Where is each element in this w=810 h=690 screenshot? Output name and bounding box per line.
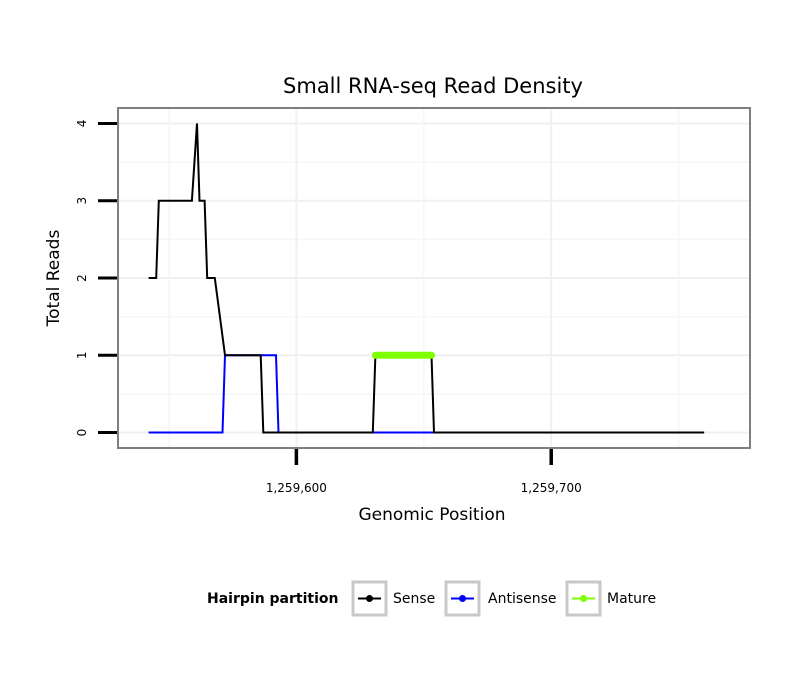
- legend-label-sense: Sense: [393, 591, 435, 607]
- legend-label-antisense: Antisense: [488, 591, 557, 607]
- y-tick-label: 0: [75, 429, 89, 437]
- legend: Hairpin partition Sense Antisense Mature: [207, 580, 656, 617]
- y-axis: 0 1 2 3 4: [75, 120, 117, 437]
- series-group: [148, 123, 705, 434]
- series-line-sense: [148, 123, 705, 434]
- legend-label-mature: Mature: [607, 591, 656, 607]
- x-axis: 1,259,600 1,259,700: [266, 449, 582, 495]
- y-tick-label: 2: [75, 274, 89, 282]
- legend-title: Hairpin partition: [207, 591, 338, 607]
- x-tick-label: 1,259,700: [521, 481, 582, 495]
- chart-title: Small RNA-seq Read Density: [283, 74, 583, 98]
- legend-point-mature: [580, 595, 587, 602]
- y-tick-label: 1: [75, 351, 89, 359]
- y-axis-label: Total Reads: [44, 230, 64, 328]
- x-tick-label: 1,259,600: [266, 481, 327, 495]
- grid: [118, 108, 750, 448]
- y-tick-label: 3: [75, 197, 89, 205]
- y-tick-label: 4: [75, 120, 89, 128]
- x-axis-label: Genomic Position: [358, 505, 505, 525]
- panel-border: [117, 107, 751, 449]
- legend-point-sense: [366, 595, 373, 602]
- legend-point-antisense: [459, 595, 466, 602]
